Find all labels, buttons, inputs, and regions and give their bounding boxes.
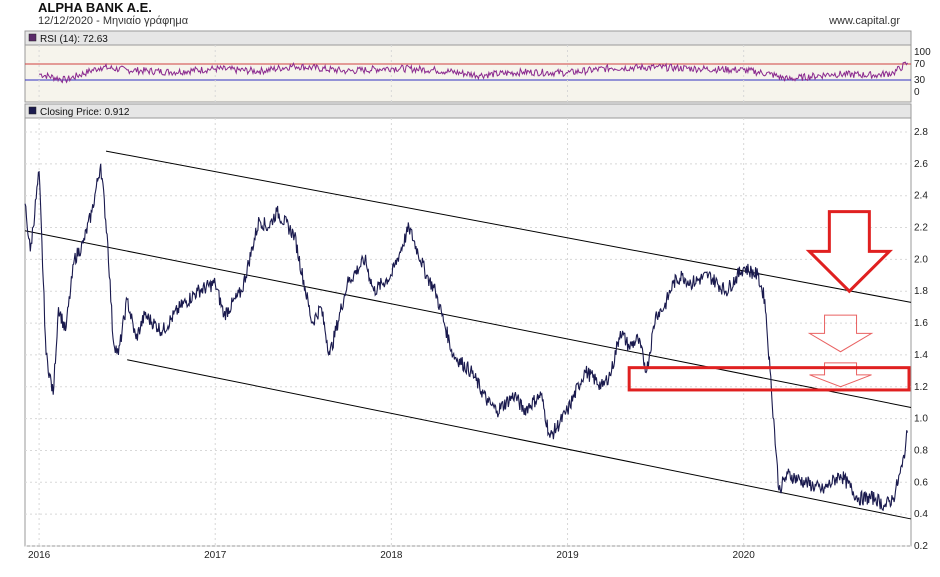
x-tick-label: 2018 (380, 550, 403, 561)
rsi-legend-swatch (28, 33, 37, 42)
price-tick-label: 2.6 (914, 159, 928, 170)
down-arrow (805, 210, 893, 294)
price-tick-label: 1.0 (914, 414, 928, 425)
rsi-legend: RSI (14): 72.63 (40, 34, 108, 45)
price-tick-label: 2.4 (914, 191, 928, 202)
price-tick-label: 2.0 (914, 254, 928, 265)
trendline (105, 150, 912, 303)
rsi-levels (25, 63, 911, 81)
price-tick-label: 1.4 (914, 350, 928, 361)
trendline (24, 230, 912, 408)
rsi-line (38, 61, 908, 84)
x-tick-label: 2019 (556, 550, 579, 561)
price-tick-label: 0.4 (914, 509, 928, 520)
x-tick-label: 2017 (204, 550, 227, 561)
price-grid (25, 45, 911, 547)
price-tick-label: 0.6 (914, 477, 928, 488)
price-legend-swatch (28, 106, 37, 115)
rsi-panel-header (24, 30, 912, 46)
x-tick-labels: 2016 2017 2018 2019 2020 (28, 550, 755, 561)
down-arrow (807, 314, 874, 353)
x-tick-label: 2020 (733, 550, 756, 561)
annotations (627, 210, 911, 392)
resistance-zone-box (627, 366, 911, 392)
x-tick-label: 2016 (28, 550, 51, 561)
site-name: www.capital.gr (829, 15, 900, 27)
closing-price-line (24, 163, 909, 512)
chart-title: ALPHA BANK A.E. (38, 0, 152, 15)
price-tick-label: 2.8 (914, 127, 928, 138)
price-tick-label: 1.6 (914, 318, 928, 329)
price-panel: Closing Price: 0.912 0.2 0.4 0.6 0.8 1.0 1.2 1… (24, 45, 928, 561)
price-panel-frame (24, 103, 912, 547)
chart-subtitle: 12/12/2020 - Μηνιαίο γράφημα (38, 15, 189, 27)
price-tick-label: 2.2 (914, 223, 928, 234)
rsi-tick-label: 30 (914, 75, 926, 86)
down-arrow (809, 362, 872, 388)
price-y-tick-labels: 0.2 0.4 0.6 0.8 1.0 1.2 1.4 1.6 1.8 2.0 2.2 2.4 2.6 2… (914, 127, 928, 552)
rsi-tick-label: 70 (914, 59, 926, 70)
price-tick-label: 1.2 (914, 382, 928, 393)
price-legend: Closing Price: 0.912 (40, 107, 130, 118)
rsi-tick-label: 100 (914, 47, 931, 58)
price-tick-label: 0.2 (914, 541, 928, 552)
price-panel-header (24, 103, 912, 119)
price-tick-label: 1.8 (914, 286, 928, 297)
rsi-tick-label: 0 (914, 87, 920, 98)
price-tick-label: 0.8 (914, 445, 928, 456)
